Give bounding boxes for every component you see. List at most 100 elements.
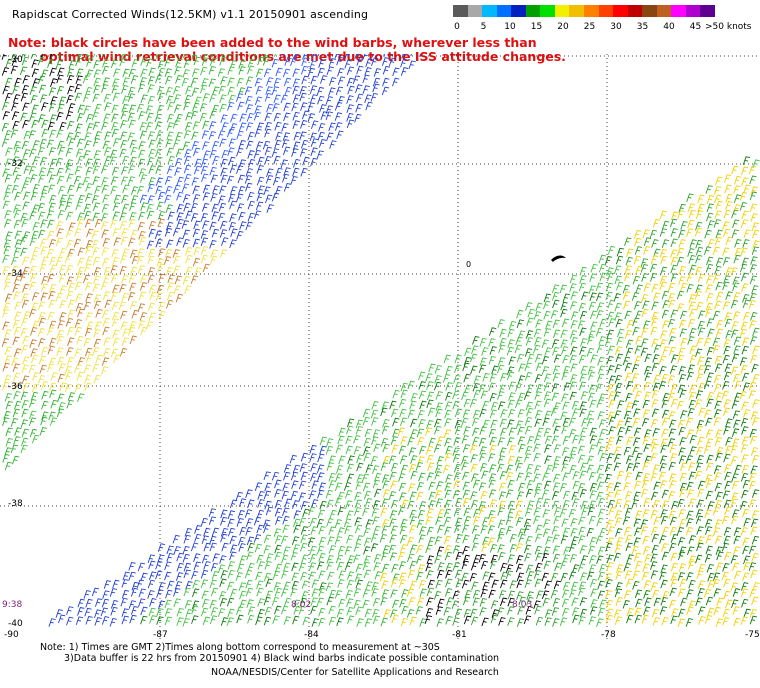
wind-barb: [544, 410, 552, 420]
wind-barb: [66, 347, 74, 356]
wind-barb: [652, 382, 660, 392]
legend-swatch: [584, 5, 600, 17]
wind-barb: [670, 354, 679, 363]
wind-barb: [525, 605, 533, 615]
wind-barb: [651, 317, 659, 327]
wind-barb: [623, 590, 632, 599]
wind-barb: [238, 543, 246, 552]
wind-barb: [527, 500, 535, 510]
wind-barb: [64, 254, 72, 264]
wind-barb: [704, 519, 713, 528]
wind-barb: [111, 54, 114, 58]
wind-barb: [454, 425, 463, 435]
wind-barb: [480, 490, 488, 500]
wind-barb: [487, 525, 496, 534]
wind-barb: [615, 597, 623, 606]
wind-barb: [283, 77, 292, 87]
wind-barb: [49, 382, 57, 392]
wind-barb: [157, 191, 166, 201]
wind-barb: [733, 204, 741, 213]
wind-barb: [3, 410, 11, 420]
wind-barb: [218, 85, 226, 95]
wind-barb: [164, 599, 172, 609]
wind-barb: [247, 606, 256, 616]
wind-barb: [686, 510, 694, 520]
wind-barb: [111, 166, 120, 176]
wind-barb: [461, 524, 470, 534]
wind-barb: [725, 267, 733, 276]
wind-barb: [58, 402, 66, 411]
wind-barb: [677, 537, 686, 546]
wind-barb: [48, 290, 56, 300]
wind-barb: [634, 527, 642, 536]
wind-barb: [66, 173, 74, 183]
wind-barb: [478, 364, 487, 374]
wind-barb: [678, 455, 687, 464]
wind-barb: [697, 203, 705, 213]
wind-barb: [749, 428, 757, 438]
wind-barb: [210, 193, 218, 202]
wind-barb: [407, 569, 416, 579]
wind-barb: [625, 393, 633, 402]
wind-barb: [472, 382, 480, 392]
wind-barb: [679, 437, 687, 446]
wind-barb: [382, 480, 390, 489]
wind-barb: [166, 147, 174, 157]
wind-barb: [668, 473, 677, 482]
wind-barb: [614, 616, 623, 625]
wind-barb: [570, 320, 578, 329]
wind-barb: [653, 248, 661, 258]
wind-barb: [200, 165, 208, 175]
wind-barb: [498, 482, 507, 492]
wind-barb: [280, 605, 289, 615]
wind-barb: [128, 119, 136, 129]
wind-barb: [292, 120, 300, 129]
wind-barb: [544, 435, 553, 445]
wind-barb: [716, 446, 724, 456]
wind-barb: [102, 326, 110, 336]
wind-barb: [23, 311, 31, 320]
wind-barb: [129, 320, 137, 330]
wind-barb: [569, 301, 578, 310]
lon-label-87: -87: [153, 630, 168, 640]
wind-barb: [247, 542, 255, 552]
wind-barb: [247, 562, 255, 572]
wind-barb: [148, 139, 156, 149]
wind-barb: [752, 159, 760, 169]
wind-barb: [136, 103, 145, 113]
wind-barb: [172, 249, 180, 258]
wind-barb: [93, 338, 101, 348]
wind-barb: [715, 618, 724, 627]
wind-barb: [408, 60, 416, 70]
wind-barb: [589, 292, 597, 302]
wind-barb: [253, 149, 261, 159]
wind-barb: [730, 299, 739, 309]
wind-barb: [505, 489, 514, 498]
wind-barb: [436, 436, 445, 445]
wind-barb: [544, 617, 552, 626]
wind-barb: [41, 400, 49, 410]
wind-barb: [247, 150, 255, 159]
wind-barb: [742, 382, 751, 391]
wind-barb: [122, 68, 130, 78]
wind-barb: [182, 69, 190, 78]
wind-barb: [633, 301, 642, 310]
wind-barb: [155, 131, 164, 140]
wind-barb: [280, 94, 288, 104]
wind-barb: [362, 507, 370, 517]
wind-barb: [229, 200, 237, 210]
wind-barb: [579, 310, 588, 320]
wind-barb: [731, 562, 740, 572]
wind-barb: [11, 184, 19, 194]
wind-barb: [489, 373, 497, 382]
wind-barb: [679, 482, 688, 492]
wind-barb: [534, 400, 542, 410]
wind-barb: [235, 491, 243, 501]
wind-barb: [291, 480, 299, 490]
wind-barb: [48, 320, 57, 330]
wind-barb: [201, 535, 209, 545]
wind-barb: [372, 500, 381, 509]
wind-barb: [644, 366, 652, 375]
wind-barb: [346, 579, 354, 589]
wind-barb: [209, 221, 217, 231]
